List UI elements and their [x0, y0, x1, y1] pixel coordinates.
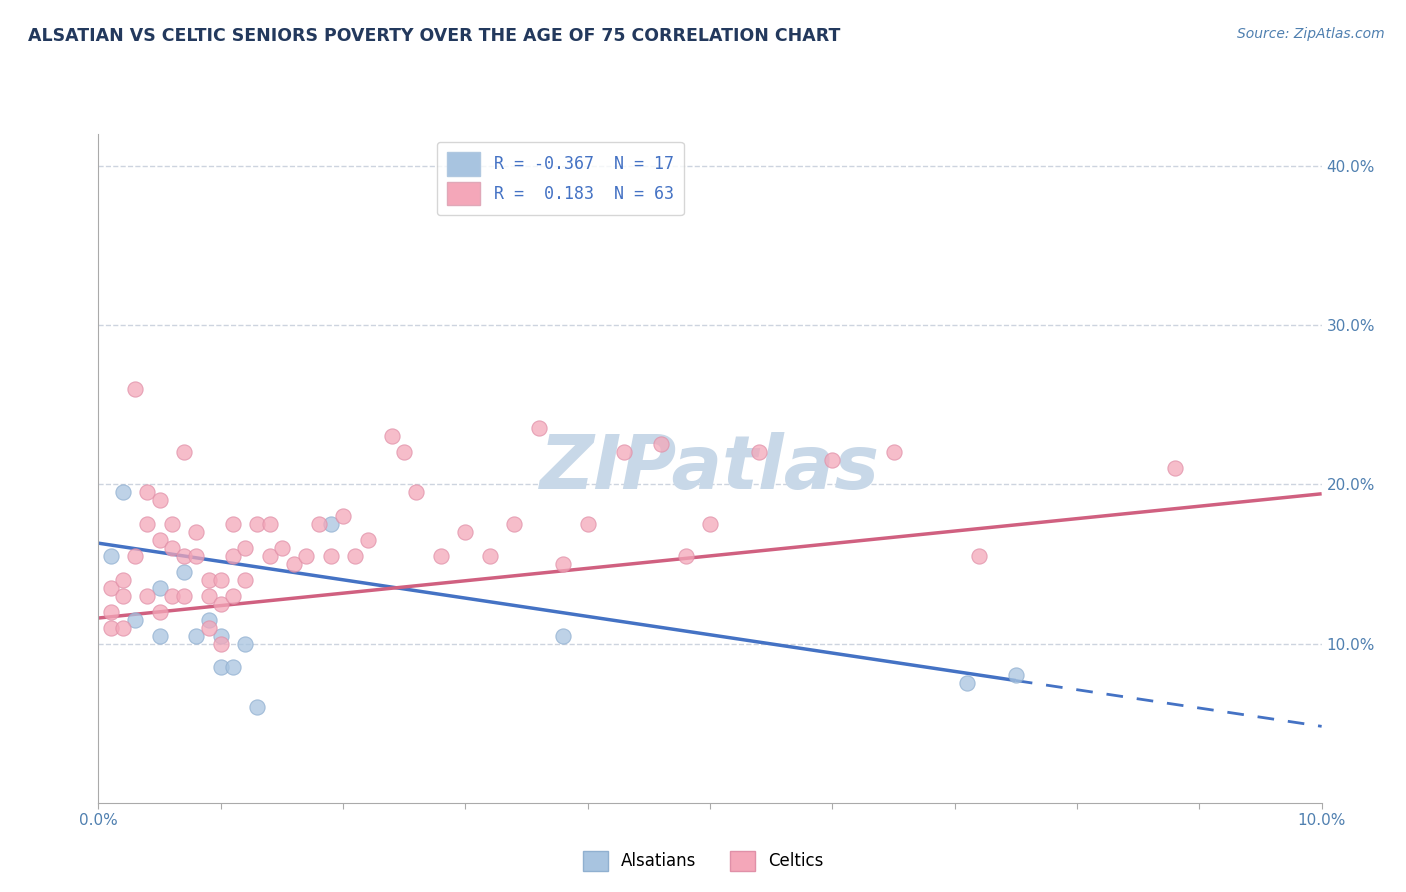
Point	[160, 517, 183, 532]
Point	[100, 581, 122, 595]
Point	[956, 676, 979, 690]
Point	[222, 660, 245, 674]
Point	[613, 445, 636, 459]
Point	[699, 517, 721, 532]
Point	[160, 541, 183, 555]
Point	[553, 557, 575, 571]
Point	[124, 613, 146, 627]
Point	[111, 589, 134, 603]
Point	[197, 573, 219, 587]
Point	[675, 549, 697, 563]
Point	[136, 517, 159, 532]
Point	[222, 517, 245, 532]
Text: ZIPatlas: ZIPatlas	[540, 432, 880, 505]
Point	[454, 524, 477, 539]
Point	[149, 605, 172, 619]
Point	[197, 613, 219, 627]
Point	[319, 549, 342, 563]
Point	[392, 445, 416, 459]
Point	[295, 549, 318, 563]
Point	[381, 429, 404, 443]
Point	[222, 589, 245, 603]
Point	[222, 549, 245, 563]
Point	[100, 605, 122, 619]
Point	[650, 437, 672, 451]
Point	[1164, 461, 1187, 475]
Point	[233, 541, 256, 555]
Point	[209, 660, 232, 674]
Legend: Alsatians, Celtics: Alsatians, Celtics	[574, 842, 832, 880]
Point	[405, 485, 427, 500]
Point	[197, 589, 219, 603]
Point	[283, 557, 305, 571]
Legend: R = -0.367  N = 17, R =  0.183  N = 63: R = -0.367 N = 17, R = 0.183 N = 63	[437, 142, 683, 215]
Point	[576, 517, 599, 532]
Point	[209, 636, 232, 650]
Point	[111, 485, 134, 500]
Point	[332, 509, 354, 524]
Point	[503, 517, 526, 532]
Point	[149, 533, 172, 547]
Point	[356, 533, 378, 547]
Point	[111, 573, 134, 587]
Point	[430, 549, 453, 563]
Point	[1004, 668, 1026, 682]
Text: Source: ZipAtlas.com: Source: ZipAtlas.com	[1237, 27, 1385, 41]
Point	[259, 549, 281, 563]
Point	[209, 628, 232, 642]
Point	[233, 573, 256, 587]
Point	[233, 636, 256, 650]
Point	[209, 573, 232, 587]
Point	[748, 445, 770, 459]
Point	[246, 517, 269, 532]
Point	[883, 445, 905, 459]
Point	[149, 581, 172, 595]
Point	[270, 541, 292, 555]
Point	[186, 628, 208, 642]
Point	[173, 565, 195, 579]
Point	[111, 621, 134, 635]
Point	[160, 589, 183, 603]
Point	[173, 445, 195, 459]
Point	[186, 524, 208, 539]
Point	[100, 549, 122, 563]
Point	[100, 621, 122, 635]
Point	[246, 700, 269, 714]
Point	[308, 517, 330, 532]
Point	[209, 597, 232, 611]
Point	[527, 421, 550, 435]
Point	[478, 549, 501, 563]
Point	[124, 549, 146, 563]
Point	[967, 549, 990, 563]
Point	[344, 549, 367, 563]
Text: ALSATIAN VS CELTIC SENIORS POVERTY OVER THE AGE OF 75 CORRELATION CHART: ALSATIAN VS CELTIC SENIORS POVERTY OVER …	[28, 27, 841, 45]
Point	[173, 589, 195, 603]
Point	[149, 628, 172, 642]
Point	[197, 621, 219, 635]
Point	[149, 493, 172, 508]
Point	[186, 549, 208, 563]
Point	[124, 382, 146, 396]
Point	[136, 589, 159, 603]
Point	[173, 549, 195, 563]
Point	[553, 628, 575, 642]
Point	[821, 453, 844, 467]
Point	[259, 517, 281, 532]
Point	[319, 517, 342, 532]
Point	[136, 485, 159, 500]
